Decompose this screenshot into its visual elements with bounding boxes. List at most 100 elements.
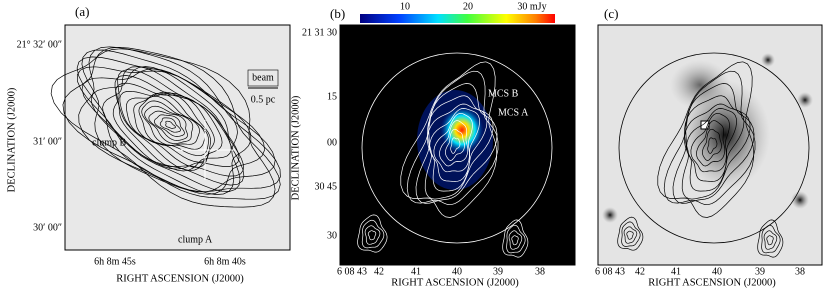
contour (623, 226, 638, 244)
x-tick-label: 41 (411, 266, 421, 277)
colorbar (360, 14, 555, 23)
contour (445, 128, 465, 161)
contour (626, 230, 634, 240)
emission-peak (440, 106, 484, 154)
y-axis-label: DECLINATION (J2000) (290, 95, 301, 200)
contours (357, 61, 529, 258)
contour (766, 235, 774, 246)
panel-c: (c) 6 08 43 42 41 40 39 38 RIGHT ASCENSI… (595, 6, 823, 288)
x-tick-label: 6h 8m 40s (204, 256, 246, 267)
star (761, 53, 775, 67)
contour (154, 114, 185, 137)
y-tick-label: 30′ 00″ (33, 222, 62, 233)
star (797, 92, 813, 108)
contour (50, 48, 276, 208)
contour (450, 137, 461, 154)
y-tick-label: 21° 32′ 00″ (17, 39, 62, 50)
beam-box (247, 69, 279, 87)
contour (707, 137, 718, 154)
star (791, 191, 809, 209)
contours (617, 61, 784, 258)
contour (81, 68, 241, 192)
colorbar-label: 20 (463, 1, 473, 12)
contour (126, 91, 211, 163)
contour (757, 219, 784, 258)
contour (357, 214, 388, 253)
contour (165, 120, 176, 129)
annotation: clump A (178, 234, 213, 245)
contour (508, 230, 523, 250)
contour (684, 103, 745, 192)
y-tick-label: 30 (327, 230, 337, 241)
contour (115, 82, 223, 171)
contour (511, 235, 519, 246)
x-tick-label: 40 (712, 266, 722, 277)
contour (702, 128, 722, 161)
x-tick-label: 41 (671, 266, 681, 277)
x-tick-label: 6h 8m 45s (94, 256, 136, 267)
annotation: MCS A (498, 107, 529, 118)
x-tick-label: 40 (452, 266, 462, 277)
contours (50, 46, 281, 208)
contour (427, 103, 488, 192)
contour (367, 230, 377, 241)
contour (102, 66, 244, 177)
contour (763, 230, 778, 250)
y-tick-label: 30 45 (315, 181, 338, 192)
contour (672, 83, 755, 204)
x-tick-label: 39 (755, 266, 765, 277)
panel-b: (b) 10 20 30 mJy MCS B MCS A 21 31 30 15… (290, 1, 576, 288)
contour (617, 216, 644, 251)
y-tick-label: 15 (327, 91, 337, 102)
x-axis-label: RIGHT ASCENSION (J2000) (391, 277, 519, 288)
x-axis-label: RIGHT ASCENSION (J2000) (116, 273, 244, 284)
contour (400, 61, 498, 218)
annotation: MCS B (488, 88, 519, 99)
colorbar-label: 30 mJy (517, 1, 546, 12)
x-tick-label: 42 (635, 266, 645, 277)
image-frame (64, 24, 291, 251)
contour (76, 66, 252, 195)
contour (141, 100, 200, 146)
y-tick-label: 21 31 30 (302, 27, 337, 38)
x-tick-label: 39 (493, 266, 503, 277)
annotation: clump B (92, 137, 126, 148)
contour (502, 219, 529, 258)
contour (361, 219, 385, 249)
contour (761, 224, 781, 254)
contour (657, 61, 755, 218)
x-tick-label: 42 (374, 266, 384, 277)
x-tick-label: 38 (535, 266, 545, 277)
y-tick-label: 00 (327, 137, 337, 148)
panel-label: (c) (604, 6, 618, 21)
contour (506, 224, 526, 254)
panel-label: (b) (330, 6, 345, 21)
contour (439, 120, 469, 167)
contour (78, 46, 281, 193)
contour (159, 117, 181, 133)
annotation: beam (252, 72, 274, 83)
colorbar-label: 10 (400, 1, 410, 12)
circle (618, 52, 810, 244)
x-tick-label: 6 08 43 (337, 266, 367, 277)
y-tick-label: 31′ 00″ (33, 136, 62, 147)
circle (361, 52, 553, 244)
contour (144, 105, 194, 145)
panel-a: (a) beam 0.5 pc clump B clump A 21° 32′ … (6, 4, 291, 284)
contour (415, 83, 498, 204)
y-axis-label: DECLINATION (J2000) (6, 87, 17, 192)
x-tick-label: 6 08 43 (595, 266, 625, 277)
contour (133, 92, 209, 157)
contour (119, 90, 215, 168)
contour (364, 225, 381, 245)
contour (690, 112, 730, 173)
contour (112, 69, 240, 170)
contour (429, 108, 480, 182)
contour (433, 112, 473, 173)
annotation: 0.5 pc (251, 94, 276, 105)
x-tick-label: 38 (795, 266, 805, 277)
contour (621, 221, 641, 247)
contour (686, 108, 737, 182)
panel-label: (a) (75, 4, 89, 19)
